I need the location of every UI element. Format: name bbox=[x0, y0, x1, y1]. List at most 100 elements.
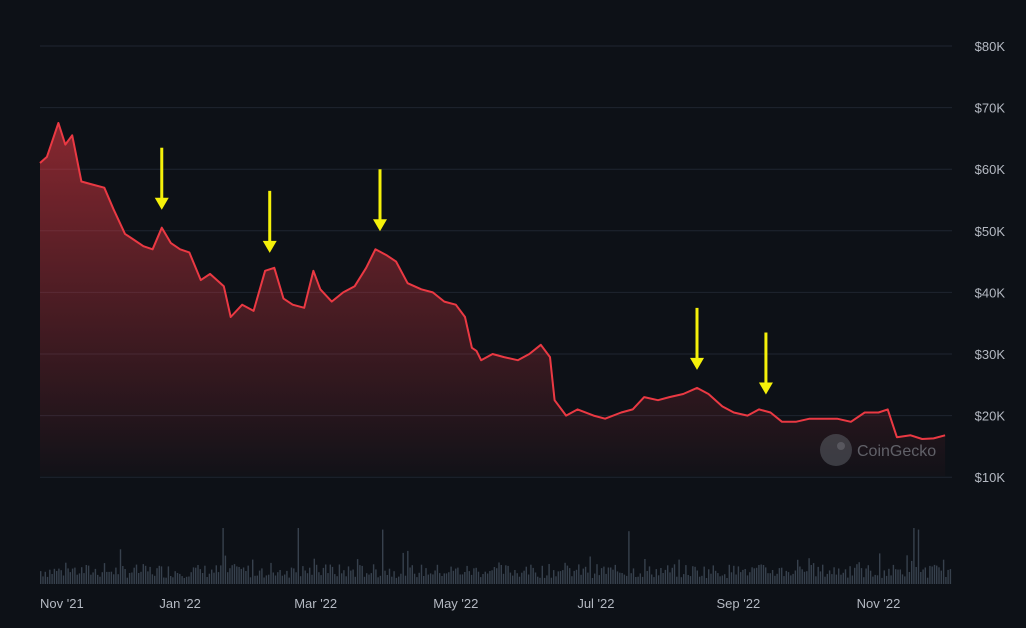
volume-bar bbox=[908, 572, 911, 584]
volume-bar bbox=[40, 571, 42, 584]
volume-bar bbox=[480, 577, 482, 584]
volume-bar bbox=[188, 576, 190, 584]
volume-bar bbox=[147, 571, 149, 584]
volume-bar bbox=[740, 572, 742, 584]
volume-bar bbox=[441, 576, 443, 584]
volume-bar bbox=[233, 564, 236, 584]
volume-bar bbox=[427, 574, 429, 584]
annotation-arrow bbox=[262, 190, 277, 253]
volume-bar bbox=[808, 558, 810, 584]
y-tick-label: $30K bbox=[975, 347, 1006, 362]
volume-bar bbox=[753, 568, 755, 584]
volume-bar bbox=[858, 562, 860, 584]
volume-bar bbox=[208, 573, 211, 584]
volume-bar bbox=[673, 564, 676, 584]
volume-bar bbox=[240, 568, 242, 584]
volume-bar bbox=[594, 573, 596, 584]
volume-bar bbox=[94, 568, 97, 584]
annotation-arrows bbox=[154, 147, 773, 395]
volume-bar bbox=[167, 566, 170, 584]
volume-bar bbox=[628, 531, 630, 584]
volume-bar bbox=[420, 564, 423, 584]
volume-bar bbox=[662, 573, 664, 584]
volume-bar bbox=[514, 570, 516, 584]
volume-bar bbox=[548, 564, 550, 584]
volume-bar bbox=[587, 572, 589, 584]
volume-bar bbox=[755, 567, 758, 584]
volume-bar bbox=[867, 565, 869, 584]
volume-bar bbox=[115, 567, 117, 584]
volume-bar bbox=[320, 575, 322, 584]
volume-bar bbox=[687, 575, 689, 584]
volume-bar bbox=[869, 570, 872, 584]
volume-bar bbox=[498, 562, 500, 584]
volume-bar bbox=[124, 569, 126, 584]
volume-bar bbox=[888, 568, 890, 584]
volume-bar bbox=[913, 528, 915, 584]
volume-bar bbox=[591, 578, 594, 584]
volume-bar bbox=[550, 577, 553, 584]
volume-bar bbox=[445, 573, 448, 584]
volume-bar bbox=[897, 569, 899, 584]
volume-bar bbox=[461, 574, 464, 584]
volume-bar bbox=[242, 567, 245, 584]
volume-bar bbox=[746, 575, 749, 584]
volume-bar bbox=[801, 569, 803, 584]
volume-bar bbox=[154, 575, 156, 584]
volume-bar bbox=[311, 574, 313, 584]
volume-bar bbox=[245, 571, 247, 584]
volume-bar bbox=[181, 576, 183, 584]
volume-bar bbox=[703, 566, 705, 584]
volume-bar bbox=[388, 568, 391, 584]
volume-bar bbox=[744, 569, 746, 584]
volume-bar bbox=[352, 569, 354, 584]
volume-bar bbox=[468, 571, 470, 584]
volume-bar bbox=[879, 553, 881, 584]
volume-bar bbox=[252, 559, 254, 584]
volume-bar bbox=[931, 566, 933, 584]
volume-bar bbox=[865, 568, 867, 584]
volume-bar bbox=[165, 577, 167, 584]
watermark-text: CoinGecko bbox=[857, 443, 936, 460]
volume-bar bbox=[99, 576, 101, 584]
volume-bar bbox=[345, 576, 347, 584]
volume-bar bbox=[377, 577, 379, 584]
volume-bar bbox=[949, 569, 952, 584]
volume-bar bbox=[391, 576, 393, 584]
volume-bar bbox=[400, 573, 402, 584]
volume-bar bbox=[543, 577, 546, 584]
volume-bar bbox=[758, 565, 760, 584]
volume-bar bbox=[635, 577, 637, 584]
volume-bar bbox=[83, 573, 85, 584]
volume-bar bbox=[160, 566, 163, 584]
volume-bar bbox=[366, 573, 368, 584]
volume-bar bbox=[733, 565, 735, 584]
volume-bar bbox=[730, 572, 733, 584]
volume-bar bbox=[737, 566, 740, 584]
volume-bar bbox=[256, 575, 258, 584]
volume-bar bbox=[771, 570, 774, 584]
volume-bar bbox=[69, 572, 71, 584]
volume-bar bbox=[71, 568, 74, 584]
volume-bar bbox=[610, 567, 612, 584]
volume-bar bbox=[831, 574, 833, 584]
volume-bar bbox=[176, 573, 179, 584]
volume-bar bbox=[600, 568, 603, 584]
volume-bar bbox=[621, 573, 623, 584]
volume-bar bbox=[197, 565, 199, 584]
volume-bar bbox=[156, 568, 158, 584]
volume-bar bbox=[512, 575, 514, 584]
volume-bar bbox=[60, 570, 62, 584]
volume-bar bbox=[728, 564, 730, 584]
volume-bar bbox=[835, 574, 838, 584]
volume-bar bbox=[769, 573, 771, 584]
price-line bbox=[39, 122, 946, 440]
volume-bar bbox=[491, 570, 493, 584]
volume-bar bbox=[290, 567, 293, 584]
volume-bar bbox=[436, 564, 439, 584]
volume-bar bbox=[562, 570, 564, 584]
volume-bar bbox=[361, 565, 363, 584]
volume-bar bbox=[616, 571, 619, 584]
volume-bar bbox=[56, 571, 58, 584]
